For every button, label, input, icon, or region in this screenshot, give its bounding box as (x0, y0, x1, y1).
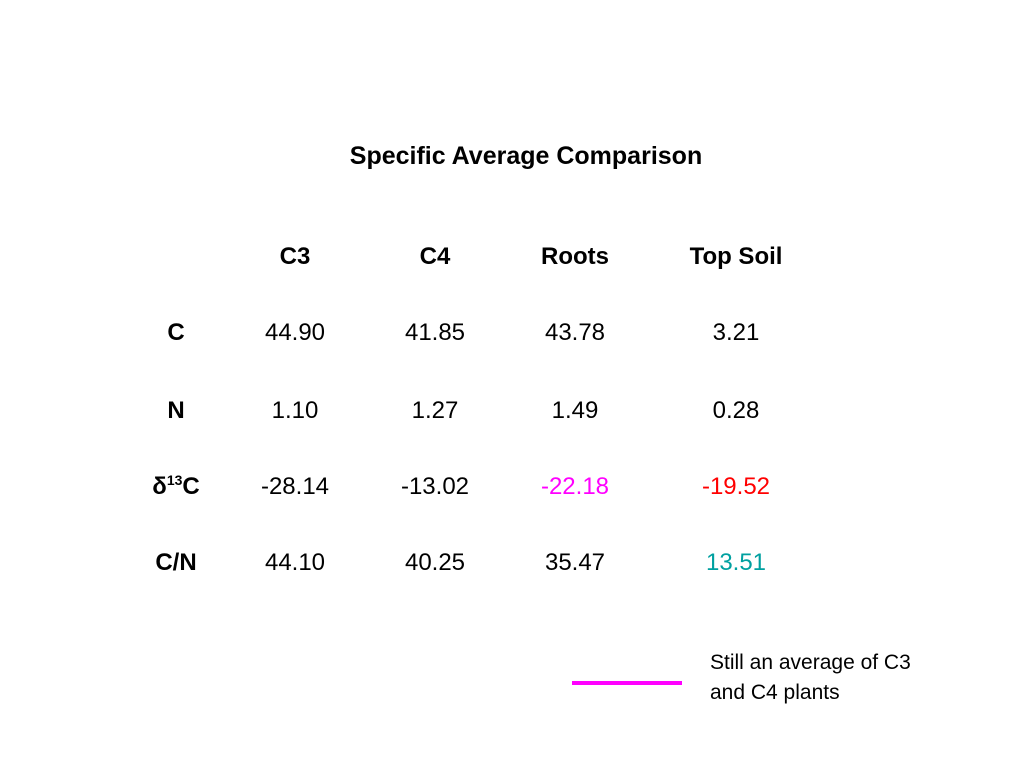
column-header-top-soil: Top Soil (689, 243, 783, 270)
cell-n-c4: 1.27 (411, 397, 459, 424)
legend-note: Still an average of C3 and C4 plants (710, 648, 1010, 708)
column-header-roots: Roots (541, 243, 609, 270)
cell-d13c-c4: -13.02 (400, 473, 470, 500)
cell-c-top-soil: 3.21 (712, 319, 760, 346)
row-header-cn: C/N (155, 549, 197, 576)
legend-note-line2: and C4 plants (710, 681, 840, 704)
cell-n-roots: 1.49 (551, 397, 599, 424)
cell-cn-c3: 44.10 (264, 549, 326, 576)
cell-n-c3: 1.10 (271, 397, 319, 424)
cell-cn-c4: 40.25 (404, 549, 466, 576)
row-header-c: C (167, 319, 185, 346)
legend-note-line1: Still an average of C3 (710, 651, 911, 674)
cell-cn-roots: 35.47 (544, 549, 606, 576)
cell-c-roots: 43.78 (544, 319, 606, 346)
column-header-c3: C3 (279, 243, 311, 270)
slide-title: Specific Average Comparison (349, 142, 703, 170)
legend-line-magenta (572, 681, 682, 685)
cell-n-top-soil: 0.28 (712, 397, 760, 424)
cell-d13c-roots: -22.18 (540, 473, 610, 500)
row-header-n: N (167, 397, 185, 424)
cell-c-c3: 44.90 (264, 319, 326, 346)
cell-d13c-top-soil: -19.52 (701, 473, 771, 500)
cell-cn-top-soil: 13.51 (705, 549, 767, 576)
cell-c-c4: 41.85 (404, 319, 466, 346)
row-header-d13c-suffix: C (182, 473, 200, 500)
column-header-c4: C4 (419, 243, 451, 270)
row-header-d13c: δ13C (136, 472, 216, 502)
row-header-d13c-prefix: δ (152, 473, 167, 500)
row-header-d13c-superscript: 13 (166, 472, 183, 488)
cell-d13c-c3: -28.14 (260, 473, 330, 500)
